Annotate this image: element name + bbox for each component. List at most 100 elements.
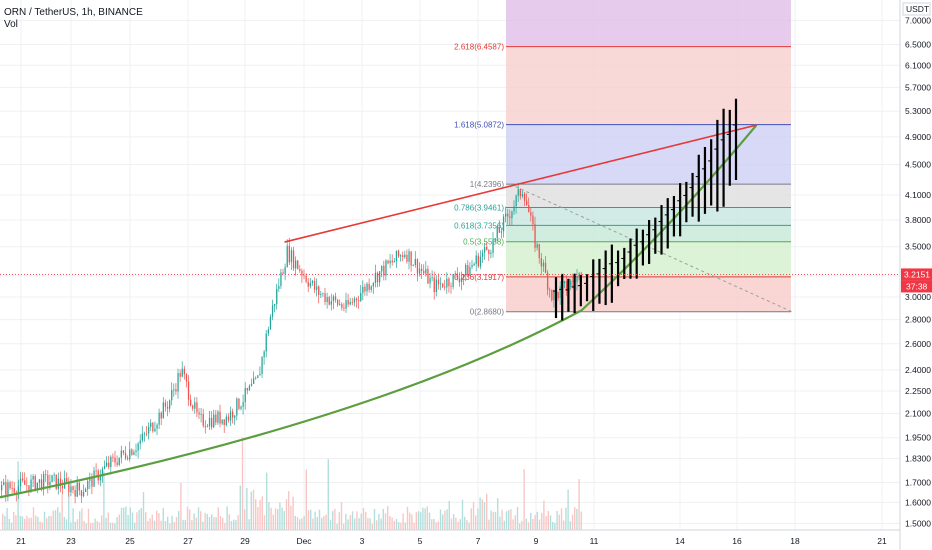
volume-bar [541,512,543,530]
candle-body [481,252,484,257]
candle-body [332,296,335,302]
volume-bar [244,509,246,530]
volume-bar [120,507,123,530]
candle-body [274,304,276,306]
candle-body [129,449,131,460]
volume-bar [65,519,68,530]
volume-bar [61,494,63,530]
candle-body [381,265,383,272]
candle-body [418,268,421,274]
candle-body [250,383,253,386]
volume-bar [512,519,514,530]
candle-body [412,265,414,266]
volume-bar [160,520,162,530]
volume-bar [41,522,43,530]
candle-body [145,433,148,435]
candle-body [175,389,177,392]
volume-bar [567,489,569,530]
candle-body [404,254,406,258]
volume-bar [48,516,50,530]
candle-body [127,458,129,460]
candle-body [61,486,64,489]
volume-bar [283,511,285,530]
candle-body [565,281,568,290]
volume-bar [30,517,32,530]
candle-body [326,297,328,303]
candle-body [410,251,412,266]
candle-body [198,412,200,415]
volume-bar [569,521,571,530]
volume-bar [107,512,109,530]
volume-bar [140,508,142,530]
candle-body [360,293,362,301]
volume-bar [479,497,481,530]
volume-bar [21,516,24,530]
candle-body [366,283,368,292]
volume-bar [415,512,417,530]
volume-bar [213,517,215,530]
candle-body [93,470,95,487]
candle-body [517,189,519,196]
volume-bar [362,507,365,530]
candle-body [376,272,379,283]
volume-bar [261,496,263,530]
volume-bar [204,513,206,530]
volume-bar [510,509,512,530]
volume-bar [259,499,261,530]
volume-bar [468,522,470,530]
volume-bar [138,509,140,530]
candle-body [372,282,374,287]
volume-bar [424,508,426,530]
volume-bar [327,459,329,530]
volume-bar [193,513,195,530]
volume-bar [219,516,222,530]
volume-bar [358,518,360,530]
candle-body [576,276,578,283]
candle-body [385,260,387,276]
candle-body [387,260,389,264]
candle-body [309,283,311,287]
candle-body [169,400,171,409]
volume-bar [74,521,76,530]
candle-body [511,211,513,219]
currency-label: USDT [906,4,929,14]
volume-bar [136,512,138,530]
volume-bar [514,515,516,530]
candle-body [322,293,324,295]
volume-bar [488,519,490,530]
volume-bar [351,511,354,530]
candle-body [154,428,156,432]
candle-body [379,271,381,283]
candle-body [435,279,437,293]
candle-body [549,289,551,291]
candle-body [234,415,236,418]
candle-body [513,206,515,212]
volume-bar [180,483,182,530]
volume-bar [486,493,488,530]
volume-bar [543,500,545,530]
volume-bar [558,514,560,530]
candle-body [433,277,435,293]
candle-body [347,300,349,305]
volume-bar [233,519,235,530]
volume-bar [114,523,116,530]
volume-bar [226,506,228,530]
candle-body [469,267,471,276]
volume-bar [523,469,525,530]
candle-body [297,260,299,270]
volume-bar [380,518,382,530]
volume-bar [235,520,237,530]
candle-body [5,482,7,495]
volume-bar [318,509,321,530]
candle-body [477,255,479,267]
volume-bar [228,514,230,530]
volume-bar [556,510,558,530]
countdown-box [901,280,932,293]
volume-bar [290,505,292,530]
volume-bar [325,514,327,530]
volume-bar [37,516,39,530]
volume-bar [371,523,373,530]
countdown-label: 37:38 [906,281,928,291]
volume-bar [439,509,442,530]
